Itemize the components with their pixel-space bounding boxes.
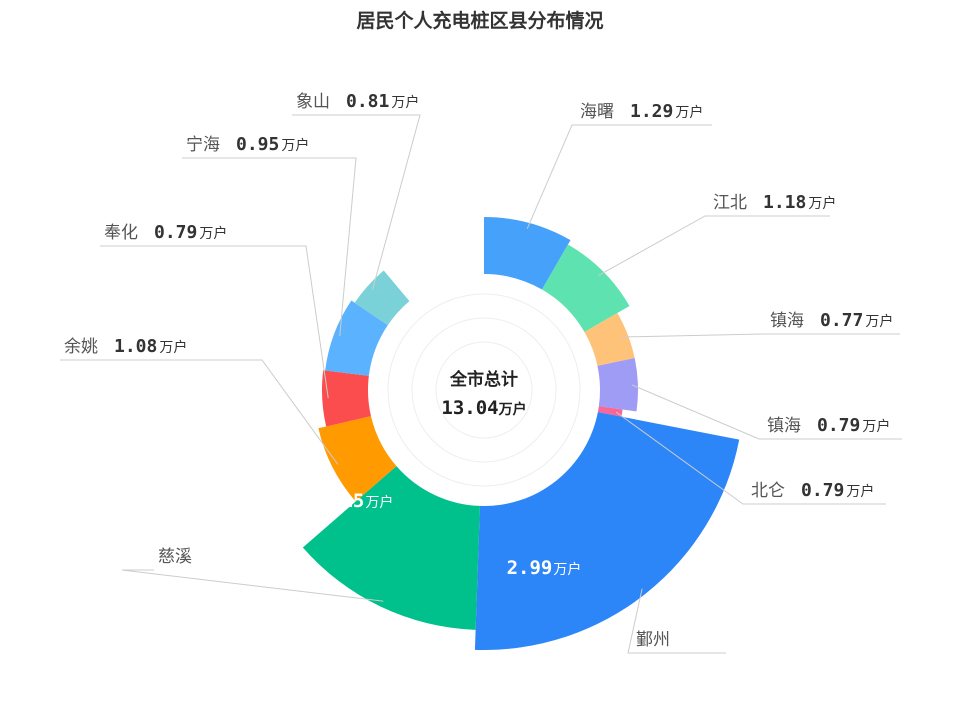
slice-4	[597, 357, 638, 412]
center-total-value: 13.04万户	[441, 397, 526, 419]
slice-label-8: 余姚 1.08 万户	[64, 336, 187, 357]
leader-line-11	[292, 114, 421, 290]
guide-ring-3	[435, 341, 533, 439]
slice-value-9: 0.79	[154, 222, 197, 243]
slice-6	[474, 412, 740, 651]
slice-name-3: 镇海	[770, 311, 804, 331]
slice-unit-11: 万户	[391, 94, 419, 111]
center-label: 全市总计	[449, 369, 518, 390]
chart-title: 居民个人充电桩区县分布情况	[356, 10, 604, 32]
slice-name-6: 鄞州	[636, 630, 670, 650]
slice-label-11: 象山 0.81 万户	[296, 91, 419, 112]
slice-inner-label-7: 2.15万户	[319, 490, 394, 512]
center-total: 全市总计 13.04万户	[441, 369, 526, 419]
slice-unit-7: 万户	[365, 494, 393, 511]
slice-label-4: 镇海 0.79 万户	[767, 415, 890, 436]
leader-line-2	[598, 215, 830, 276]
guide-rings	[387, 293, 581, 487]
slice-name-1: 海曙	[580, 102, 614, 122]
slice-9	[322, 370, 371, 427]
donut-hole	[368, 274, 600, 506]
slice-name-7: 慈溪	[158, 547, 192, 567]
slice-unit-9: 万户	[199, 225, 227, 242]
slice-value-7: 2.15	[319, 490, 365, 512]
leader-line-9	[100, 245, 329, 399]
slice-unit-3: 万户	[865, 313, 893, 330]
slice-label-7: 慈溪	[158, 547, 192, 567]
slice-1	[484, 217, 571, 290]
leader-line-5	[615, 411, 886, 505]
leader-line-10	[182, 157, 357, 337]
leader-line-1	[526, 124, 712, 229]
slice-5	[597, 406, 623, 417]
rose-slices	[302, 217, 740, 651]
slice-value-5: 0.79	[801, 480, 844, 501]
slice-value-11: 0.81	[346, 91, 389, 112]
slice-name-11: 象山	[296, 92, 330, 112]
slice-2	[542, 244, 630, 332]
slice-name-10: 宁海	[186, 135, 220, 155]
leader-line-4	[631, 384, 902, 440]
slice-label-9: 奉化 0.79 万户	[104, 222, 227, 243]
slice-value-4: 0.79	[817, 415, 860, 436]
center-unit: 万户	[498, 401, 527, 418]
guide-ring-2	[411, 317, 557, 463]
leader-line-3	[622, 333, 900, 338]
slice-value-8: 1.08	[114, 336, 157, 357]
slice-unit-5: 万户	[846, 483, 874, 500]
slice-label-2: 江北 1.18 万户	[713, 192, 836, 213]
slice-unit-2: 万户	[808, 195, 836, 212]
slice-3	[584, 313, 635, 366]
leader-line-6	[627, 588, 726, 654]
slice-name-5: 北仑	[751, 481, 785, 501]
slice-unit-1: 万户	[675, 104, 703, 121]
slice-inner-label-6: 2.99万户	[507, 557, 582, 579]
leader-line-8	[60, 359, 339, 465]
slice-8	[318, 416, 397, 502]
slice-unit-10: 万户	[281, 137, 309, 154]
slice-unit-6: 万户	[553, 561, 581, 578]
slice-label-3: 镇海 0.77 万户	[770, 310, 893, 331]
slice-unit-8: 万户	[159, 339, 187, 356]
slice-label-1: 海曙 1.29 万户	[580, 101, 703, 122]
slice-label-5: 北仑 0.79 万户	[751, 480, 874, 501]
slice-label-6: 鄞州	[636, 630, 670, 650]
slice-value-10: 0.95	[236, 134, 279, 155]
slice-name-2: 江北	[713, 193, 747, 213]
slice-value-3: 0.77	[820, 310, 863, 331]
slice-11	[354, 270, 410, 326]
guide-ring-1	[387, 293, 581, 487]
slice-unit-4: 万户	[862, 418, 890, 435]
center-value: 13.04	[441, 397, 498, 419]
slice-name-4: 镇海	[767, 416, 801, 436]
slice-value-2: 1.18	[763, 192, 806, 213]
slice-value-6: 2.99	[507, 557, 553, 579]
slice-value-1: 1.29	[630, 101, 673, 122]
slice-name-9: 奉化	[104, 223, 138, 243]
slice-name-8: 余姚	[64, 337, 98, 357]
leader-line-7	[121, 569, 384, 602]
leader-lines	[60, 114, 902, 654]
slice-label-10: 宁海 0.95 万户	[186, 134, 309, 155]
slice-7	[302, 466, 480, 630]
